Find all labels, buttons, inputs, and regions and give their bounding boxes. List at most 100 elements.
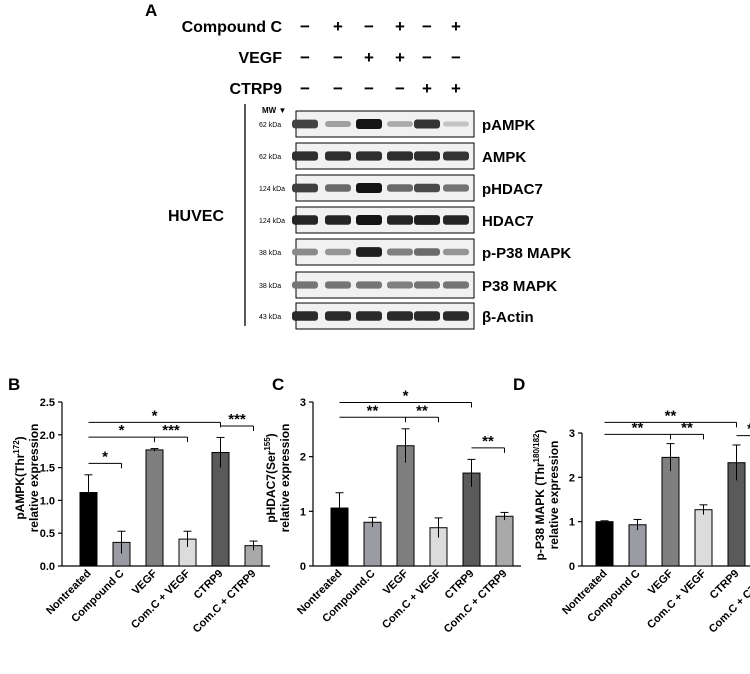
x-tick-label: VEGF [130, 567, 160, 597]
y-tick-label: 1.5 [40, 463, 55, 475]
treatment-sign: + [333, 17, 343, 36]
blot-band [325, 184, 351, 192]
blot-row: 62 kDa pAMPK [259, 110, 535, 138]
blot-band [414, 311, 440, 321]
x-tick-label: Com.C + VEGF [645, 567, 709, 631]
blot-band [387, 121, 413, 127]
y-axis-label-main: pHDAC7(Ser [264, 450, 278, 522]
blot-band [356, 281, 382, 289]
blot-protein-label: β-Actin [482, 309, 534, 326]
blot-band [387, 184, 413, 192]
blot-mw-label: 124 kDa [259, 186, 285, 193]
y-tick-label: 0.0 [40, 561, 55, 573]
y-axis-label-main: p-P38 MAPK (Thr [533, 462, 547, 560]
blot-band [414, 215, 440, 225]
blot-band [443, 311, 469, 321]
y-axis-label: p-P38 MAPK (Thr180/182) [532, 430, 547, 561]
y-axis-label-line2: relative expression [278, 424, 292, 533]
treatment-sign: − [364, 17, 374, 36]
bar [145, 449, 164, 567]
significance-label: *** [228, 411, 246, 428]
treatment-sign: − [395, 79, 405, 98]
treatment-sign: + [395, 48, 405, 67]
y-axis-label-superscript: 172 [12, 440, 21, 454]
blot-band [356, 311, 382, 321]
treatment-sign: − [422, 17, 432, 36]
blot-band [325, 120, 351, 128]
y-tick-label: 1.0 [40, 495, 55, 507]
bar [495, 515, 514, 567]
blot-row: 124 kDa pHDAC7 [259, 174, 543, 202]
blot-band [387, 151, 413, 161]
y-tick-label: 0 [300, 561, 306, 573]
blot-band [387, 215, 413, 225]
blot-band [325, 281, 351, 289]
significance-label: *** [162, 422, 180, 439]
significance-label: * [152, 407, 158, 424]
blot-mw-label: 38 kDa [259, 283, 281, 290]
blot-row: 43 kDa β-Actin [259, 302, 534, 330]
blot-band [356, 119, 382, 129]
blot-band [292, 281, 318, 289]
treatment-name: CTRP9 [230, 81, 283, 98]
y-tick-label: 1 [569, 517, 575, 529]
blot-band [356, 183, 382, 193]
treatment-sign: + [395, 17, 405, 36]
y-axis-label: pHDAC7(Ser155) [263, 433, 278, 522]
significance-label: ** [747, 421, 750, 438]
blot-mw-label: 43 kDa [259, 314, 281, 321]
blot-protein-label: pAMPK [482, 117, 535, 134]
y-tick-label: 2 [300, 452, 306, 464]
treatment-sign: − [364, 79, 374, 98]
y-tick-label: 3 [569, 428, 575, 440]
blot-mw-label: 124 kDa [259, 218, 285, 225]
blot-protein-label: p-P38 MAPK [482, 245, 571, 262]
blot-band [414, 119, 440, 129]
significance-label: * [403, 388, 409, 405]
blot-band [292, 151, 318, 161]
y-axis-label-end: ) [13, 436, 27, 440]
y-tick-label: 2.0 [40, 430, 55, 442]
blot-mw-label: 62 kDa [259, 154, 281, 161]
blot-row: 38 kDa p-P38 MAPK [259, 238, 571, 266]
treatment-sign: − [300, 48, 310, 67]
blot-mw-label: 38 kDa [259, 250, 281, 257]
blot-band [292, 183, 318, 193]
significance-label: ** [367, 402, 379, 419]
blot-band [443, 281, 469, 289]
y-axis-label: pAMPK(Thr172) [12, 436, 27, 519]
y-axis-label-superscript: 155 [263, 437, 272, 451]
y-tick-label: 2 [569, 472, 575, 484]
panel-label: D [513, 375, 525, 394]
panel-a-western-blot: A Compound C − + − + − +VEGF − − + + − −CTRP9− − − − + + … [145, 1, 571, 330]
blot-band [387, 311, 413, 321]
treatment-sign: − [300, 79, 310, 98]
treatment-name: VEGF [238, 50, 282, 67]
blot-band [292, 248, 318, 256]
blot-band [387, 281, 413, 289]
y-axis-label-line2: relative expression [27, 424, 41, 533]
blot-band [443, 184, 469, 192]
significance-label: ** [482, 433, 494, 450]
blot-band [414, 281, 440, 289]
blot-band [443, 121, 469, 127]
panel-a-label: A [145, 1, 157, 20]
huvec-label: HUVEC [168, 208, 224, 225]
blot-band [325, 311, 351, 321]
y-axis-label-line2: relative expression [547, 441, 561, 550]
y-tick-label: 0.5 [40, 528, 55, 540]
x-tick-label: VEGF [381, 567, 411, 597]
bar [628, 524, 647, 567]
treatment-sign: − [300, 17, 310, 36]
y-axis-label-end: ) [533, 430, 547, 434]
blot-band [443, 248, 469, 256]
blot-band [356, 215, 382, 225]
y-tick-label: 1 [300, 506, 306, 518]
blot-protein-label: AMPK [482, 149, 526, 166]
y-axis-label-main: pAMPK(Thr [13, 453, 27, 519]
blot-band [414, 183, 440, 193]
blot-band [292, 311, 318, 321]
